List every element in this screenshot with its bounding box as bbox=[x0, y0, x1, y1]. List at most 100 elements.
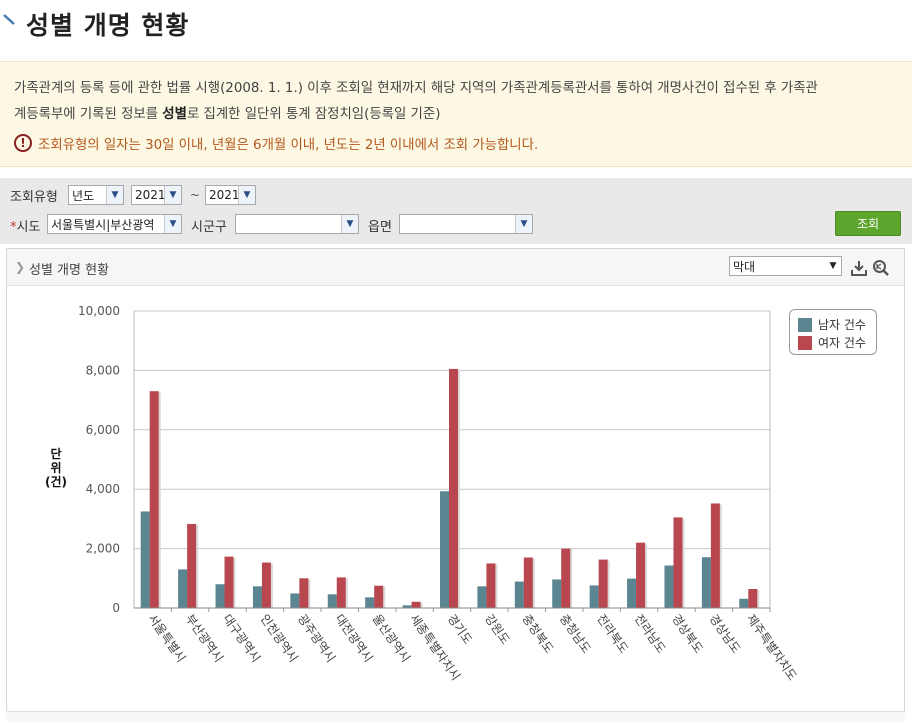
bar-female bbox=[299, 578, 309, 608]
bar-female bbox=[336, 577, 346, 608]
y-tick-label: 2,000 bbox=[86, 542, 120, 556]
bar-female bbox=[224, 556, 234, 608]
y-tick-label: 0 bbox=[112, 601, 120, 615]
bar-male bbox=[739, 598, 749, 608]
bar-male bbox=[402, 605, 412, 608]
eupmyeon-select[interactable]: ▼ bbox=[399, 214, 533, 234]
bar-male bbox=[440, 491, 449, 608]
x-tick-label: 부산광역시 bbox=[183, 612, 226, 665]
bar-female bbox=[449, 368, 458, 608]
bar-female bbox=[261, 562, 271, 608]
chevron-down-icon: ▼ bbox=[825, 257, 841, 275]
type-select-value: 년도 bbox=[72, 188, 95, 203]
y-axis-label-line: 위 bbox=[50, 461, 62, 475]
x-tick-label: 충청북도 bbox=[519, 612, 556, 656]
chevron-down-icon: ▼ bbox=[164, 186, 181, 204]
chart-panel-title: 성별 개명 현황 bbox=[29, 263, 110, 278]
title-slash-icon bbox=[3, 14, 15, 25]
filter-bar: 조회유형 년도 ▼ 2021 ▼ ~ 2021 ▼ *시도 서울특별시|부산광역… bbox=[0, 178, 912, 244]
chevron-right-icon: ❯ bbox=[15, 260, 26, 274]
x-tick-label: 충청남도 bbox=[557, 612, 594, 656]
legend-item-female: 여자 건수 bbox=[798, 334, 866, 351]
x-tick-label: 서울특별시 bbox=[145, 612, 188, 665]
to-year-select[interactable]: 2021 ▼ bbox=[205, 185, 256, 205]
y-axis-label-line: 단 bbox=[50, 447, 62, 461]
notice-text: 가족관계의 등록 등에 관한 법률 시행(2008. 1. 1.) 이후 조회일… bbox=[14, 76, 899, 128]
bar-female bbox=[187, 523, 197, 608]
sigungu-select[interactable]: ▼ bbox=[235, 214, 359, 234]
search-button[interactable]: 조회 bbox=[835, 211, 901, 236]
bar-female bbox=[561, 548, 571, 608]
notice-box: 가족관계의 등록 등에 관한 법률 시행(2008. 1. 1.) 이후 조회일… bbox=[0, 61, 912, 167]
chevron-down-icon: ▼ bbox=[164, 215, 181, 233]
sigungu-label: 시군구 bbox=[191, 220, 227, 235]
bar-female bbox=[673, 517, 683, 608]
notice-line-2a: 계등록부에 기록된 정보를 bbox=[14, 107, 163, 122]
notice-warning-text: 조회유형의 일자는 30일 이내, 년월은 6개월 이내, 년도는 2년 이내에… bbox=[38, 138, 539, 153]
bar-female bbox=[748, 588, 758, 608]
bar-male bbox=[327, 594, 337, 608]
x-tick-label: 대구광역시 bbox=[220, 612, 263, 665]
sido-select-value: 서울특별시|부산광역 bbox=[51, 217, 155, 232]
notice-line-1: 가족관계의 등록 등에 관한 법률 시행(2008. 1. 1.) 이후 조회일… bbox=[14, 81, 818, 96]
x-tick-label: 광주광역시 bbox=[295, 612, 338, 665]
bar-male bbox=[477, 586, 487, 608]
x-tick-label: 대전광역시 bbox=[332, 612, 375, 665]
bar-female bbox=[598, 559, 608, 608]
bar-female bbox=[411, 601, 421, 608]
page-title: 성별 개명 현황 bbox=[26, 11, 190, 40]
sido-select[interactable]: 서울특별시|부산광역 ▼ bbox=[47, 214, 182, 234]
type-label: 조회유형 bbox=[10, 190, 58, 205]
chart-panel-header: ❯ 성별 개명 현황 막대 ▼ bbox=[7, 249, 904, 286]
bar-female bbox=[149, 391, 159, 608]
x-tick-label: 전라남도 bbox=[632, 612, 669, 656]
x-tick-label: 제주특별자치도 bbox=[744, 612, 800, 683]
bar-female bbox=[523, 557, 533, 608]
bar-female bbox=[710, 503, 720, 608]
bar-male bbox=[365, 597, 375, 608]
bar-male bbox=[627, 578, 637, 608]
y-tick-label: 10,000 bbox=[78, 304, 120, 318]
notice-line-2b: 로 집계한 일단위 통계 잠정치임(등록일 기준) bbox=[186, 107, 441, 122]
y-tick-label: 4,000 bbox=[86, 482, 120, 496]
y-tick-label: 8,000 bbox=[86, 363, 120, 377]
chart-type-value: 막대 bbox=[733, 259, 756, 274]
required-mark: * bbox=[10, 220, 17, 235]
chart-legend: 남자 건수 여자 건수 bbox=[789, 309, 877, 355]
y-tick-label: 6,000 bbox=[86, 423, 120, 437]
y-axis-label: 단 위 (건) bbox=[40, 447, 72, 489]
x-tick-label: 전라북도 bbox=[594, 612, 631, 656]
sido-label-text: 시도 bbox=[16, 220, 41, 235]
eupmyeon-label: 읍면 bbox=[368, 220, 392, 235]
legend-item-male: 남자 건수 bbox=[798, 316, 866, 333]
sido-label: *시도 bbox=[10, 216, 40, 235]
bar-male bbox=[140, 511, 150, 608]
to-year-value: 2021 bbox=[209, 188, 240, 202]
from-year-value: 2021 bbox=[135, 188, 166, 202]
bar-male bbox=[215, 584, 225, 608]
exclamation-icon: ! bbox=[14, 134, 32, 152]
legend-swatch-male bbox=[798, 317, 812, 332]
bar-male bbox=[552, 579, 562, 608]
y-axis-label-line: (건) bbox=[44, 475, 67, 489]
notice-bold-gender: 성별 bbox=[162, 107, 187, 122]
bar-male bbox=[290, 593, 300, 608]
bar-male bbox=[514, 581, 524, 608]
range-tilde: ~ bbox=[190, 188, 201, 202]
bar-male bbox=[664, 565, 674, 608]
panel-footer bbox=[6, 711, 905, 722]
x-tick-label: 경상남도 bbox=[706, 612, 743, 656]
chevron-down-icon: ▼ bbox=[106, 186, 123, 204]
chart-type-select[interactable]: 막대 ▼ bbox=[729, 256, 842, 276]
legend-label-female: 여자 건수 bbox=[818, 336, 866, 350]
download-icon[interactable] bbox=[850, 259, 868, 277]
x-tick-label: 강원도 bbox=[482, 612, 512, 647]
zoom-icon[interactable] bbox=[872, 259, 890, 277]
x-tick-label: 경상북도 bbox=[669, 612, 706, 656]
type-select[interactable]: 년도 ▼ bbox=[68, 185, 124, 205]
bar-male bbox=[701, 557, 711, 608]
chevron-down-icon: ▼ bbox=[238, 186, 255, 204]
from-year-select[interactable]: 2021 ▼ bbox=[131, 185, 182, 205]
bar-male bbox=[178, 569, 188, 608]
